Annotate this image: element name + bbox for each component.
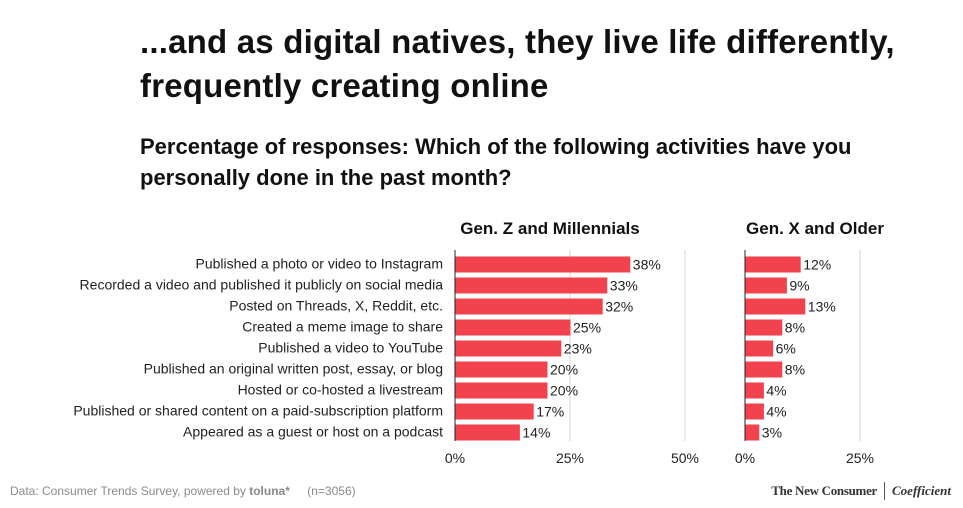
data-label: 13% bbox=[808, 299, 836, 315]
bar bbox=[455, 256, 631, 273]
data-label: 38% bbox=[633, 257, 661, 273]
data-label: 4% bbox=[766, 404, 786, 420]
data-label: 9% bbox=[789, 278, 809, 294]
category-label: Hosted or co-hosted a livestream bbox=[238, 382, 443, 398]
bar bbox=[745, 382, 764, 399]
data-label: 14% bbox=[522, 425, 550, 441]
bar bbox=[745, 256, 801, 273]
category-label: Appeared as a guest or host on a podcast bbox=[183, 424, 443, 440]
bar bbox=[745, 319, 783, 336]
bar bbox=[455, 340, 562, 357]
bar bbox=[745, 298, 806, 315]
bar bbox=[455, 403, 534, 420]
bar bbox=[455, 361, 548, 378]
data-label: 12% bbox=[803, 257, 831, 273]
data-label: 17% bbox=[536, 404, 564, 420]
brand-logos: The New Consumer Coefficient bbox=[771, 482, 951, 500]
data-label: 20% bbox=[550, 362, 578, 378]
category-label: Recorded a video and published it public… bbox=[80, 277, 444, 293]
bar bbox=[455, 382, 548, 399]
x-tick-label: 0% bbox=[735, 450, 755, 466]
category-label: Created a meme image to share bbox=[242, 319, 443, 335]
data-label: 33% bbox=[610, 278, 638, 294]
x-tick-label: 25% bbox=[846, 450, 874, 466]
bar bbox=[455, 277, 608, 294]
source-note: Data: Consumer Trends Survey, powered by… bbox=[10, 484, 356, 498]
coefficient-logo: Coefficient bbox=[892, 483, 951, 498]
data-label: 20% bbox=[550, 383, 578, 399]
bar bbox=[745, 340, 774, 357]
category-label: Published or shared content on a paid-su… bbox=[73, 403, 443, 419]
data-label: 6% bbox=[776, 341, 796, 357]
data-label: 25% bbox=[573, 320, 601, 336]
data-label: 8% bbox=[785, 362, 805, 378]
category-label: Published a photo or video to Instagram bbox=[196, 256, 444, 272]
series-header: Gen. X and Older bbox=[746, 219, 884, 238]
source-text: Data: Consumer Trends Survey, powered by bbox=[10, 484, 246, 498]
x-tick-label: 50% bbox=[671, 450, 699, 466]
bar bbox=[455, 319, 571, 336]
category-label: Published a video to YouTube bbox=[258, 340, 443, 356]
bar bbox=[455, 298, 603, 315]
category-label: Published an original written post, essa… bbox=[144, 361, 443, 377]
series-header: Gen. Z and Millennials bbox=[460, 219, 639, 238]
data-label: 8% bbox=[785, 320, 805, 336]
bar bbox=[745, 424, 760, 441]
toluna-logo: toluna* bbox=[249, 484, 290, 498]
the-new-consumer-logo: The New Consumer bbox=[771, 483, 878, 498]
sample-size: (n=3056) bbox=[307, 484, 356, 498]
page-title: ...and as digital natives, they live lif… bbox=[140, 23, 895, 104]
data-label: 23% bbox=[564, 341, 592, 357]
bar bbox=[745, 361, 783, 378]
bar bbox=[745, 277, 787, 294]
category-label: Posted on Threads, X, Reddit, etc. bbox=[229, 298, 443, 314]
data-label: 3% bbox=[762, 425, 782, 441]
logo-divider bbox=[884, 482, 886, 500]
chart-subtitle: Percentage of responses: Which of the fo… bbox=[140, 134, 852, 190]
data-label: 4% bbox=[766, 383, 786, 399]
x-tick-label: 0% bbox=[445, 450, 465, 466]
data-label: 32% bbox=[605, 299, 633, 315]
bar bbox=[745, 403, 764, 420]
x-tick-label: 25% bbox=[556, 450, 584, 466]
bar bbox=[455, 424, 520, 441]
